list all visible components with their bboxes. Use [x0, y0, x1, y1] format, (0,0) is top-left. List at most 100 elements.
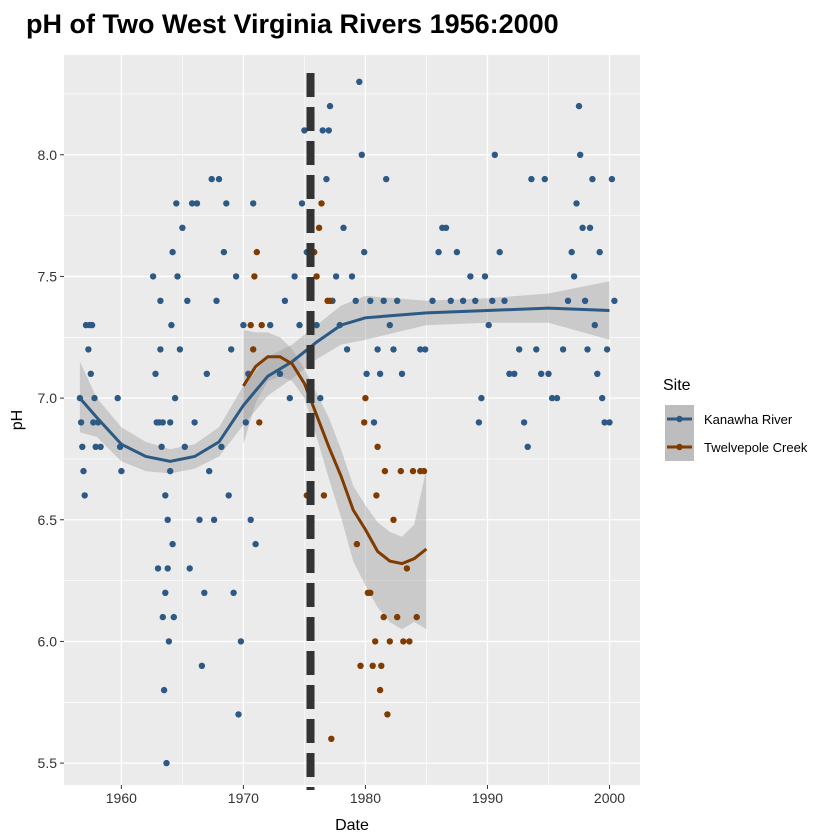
data-point [435, 248, 442, 256]
y-axis: 5.5 6.0 6.5 7.0 7.5 8.0 [38, 147, 64, 771]
data-point [232, 273, 240, 280]
data-point [520, 419, 528, 426]
data-point [586, 224, 594, 231]
data-point [80, 467, 87, 475]
data-point [397, 467, 404, 475]
data-point [528, 175, 535, 183]
data-point [606, 419, 613, 426]
data-point [501, 297, 508, 304]
data-point [317, 394, 324, 402]
data-point [394, 613, 401, 621]
data-point [481, 273, 489, 280]
data-point [420, 467, 428, 475]
data-point [251, 273, 258, 280]
legend-label-1: Twelvepole Creek [704, 440, 808, 455]
data-point [323, 175, 330, 183]
data-point [611, 297, 618, 304]
legend-label-0: Kanawha River [704, 412, 793, 427]
data-point [258, 321, 265, 329]
data-point [524, 443, 531, 450]
data-point [163, 759, 170, 767]
data-point [79, 443, 86, 450]
data-point [196, 516, 203, 523]
y-tick-label: 5.5 [38, 755, 58, 771]
data-point [230, 589, 237, 596]
data-point [383, 175, 390, 183]
data-point [298, 200, 306, 207]
data-point [447, 297, 454, 304]
smooth-line-1 [242, 355, 428, 566]
data-point [429, 297, 436, 304]
data-point [553, 394, 561, 402]
data-point [381, 467, 389, 475]
data-point [545, 370, 552, 377]
y-tick-label: 6.5 [38, 512, 58, 528]
data-point [319, 127, 326, 134]
data-point [184, 297, 191, 304]
x-tick-label: 2000 [594, 790, 625, 806]
data-point [363, 370, 370, 377]
data-point [198, 662, 206, 669]
data-point [157, 346, 164, 353]
data-point [313, 273, 320, 280]
data-point [579, 224, 586, 231]
data-point [296, 321, 303, 329]
data-point [191, 419, 198, 426]
data-point [159, 613, 166, 621]
y-tick-label: 8.0 [38, 147, 58, 163]
legend-title: Site [663, 377, 691, 394]
data-point [422, 346, 429, 353]
data-point [340, 224, 347, 231]
data-point [496, 248, 503, 256]
x-tick-label: 1970 [228, 790, 259, 806]
data-point [174, 273, 181, 280]
data-point [475, 419, 483, 426]
data-point [162, 492, 169, 499]
data-point [367, 297, 374, 304]
data-point [301, 127, 308, 134]
data-point [541, 175, 548, 183]
data-point [506, 370, 513, 377]
x-axis: 1960 1970 1980 1990 2000 [106, 785, 625, 806]
data-point [442, 224, 450, 231]
data-point [369, 662, 376, 669]
data-point [326, 102, 334, 110]
data-point [601, 419, 608, 426]
data-point [313, 321, 320, 329]
chart-title: pH of Two West Virginia Rivers 1956:2000 [26, 9, 559, 39]
y-tick-label: 7.0 [38, 390, 58, 406]
data-point [186, 565, 193, 572]
y-tick-label: 6.0 [38, 633, 58, 649]
data-point [188, 200, 196, 207]
data-point [386, 638, 393, 645]
data-point [81, 492, 88, 499]
smooth-line-0 [78, 306, 610, 463]
data-point [328, 735, 335, 742]
data-point [362, 394, 369, 402]
data-point [372, 638, 379, 645]
data-point [356, 78, 363, 86]
data-point [386, 321, 393, 329]
plot-panel [64, 55, 640, 785]
data-point [87, 370, 95, 377]
data-point [250, 200, 257, 207]
data-point [374, 346, 381, 353]
data-point [559, 346, 567, 353]
data-point [489, 297, 496, 304]
data-point [361, 248, 368, 256]
data-point [235, 711, 242, 718]
data-point [164, 516, 171, 523]
data-point [575, 102, 583, 110]
data-point [315, 224, 323, 231]
data-point [453, 248, 461, 256]
data-point [361, 419, 368, 426]
data-point [77, 419, 85, 426]
data-point [152, 370, 159, 377]
data-point [380, 613, 387, 621]
data-point [149, 273, 157, 280]
data-point [373, 492, 380, 499]
data-point [170, 613, 177, 621]
data-point [370, 419, 378, 426]
data-point [516, 346, 523, 353]
